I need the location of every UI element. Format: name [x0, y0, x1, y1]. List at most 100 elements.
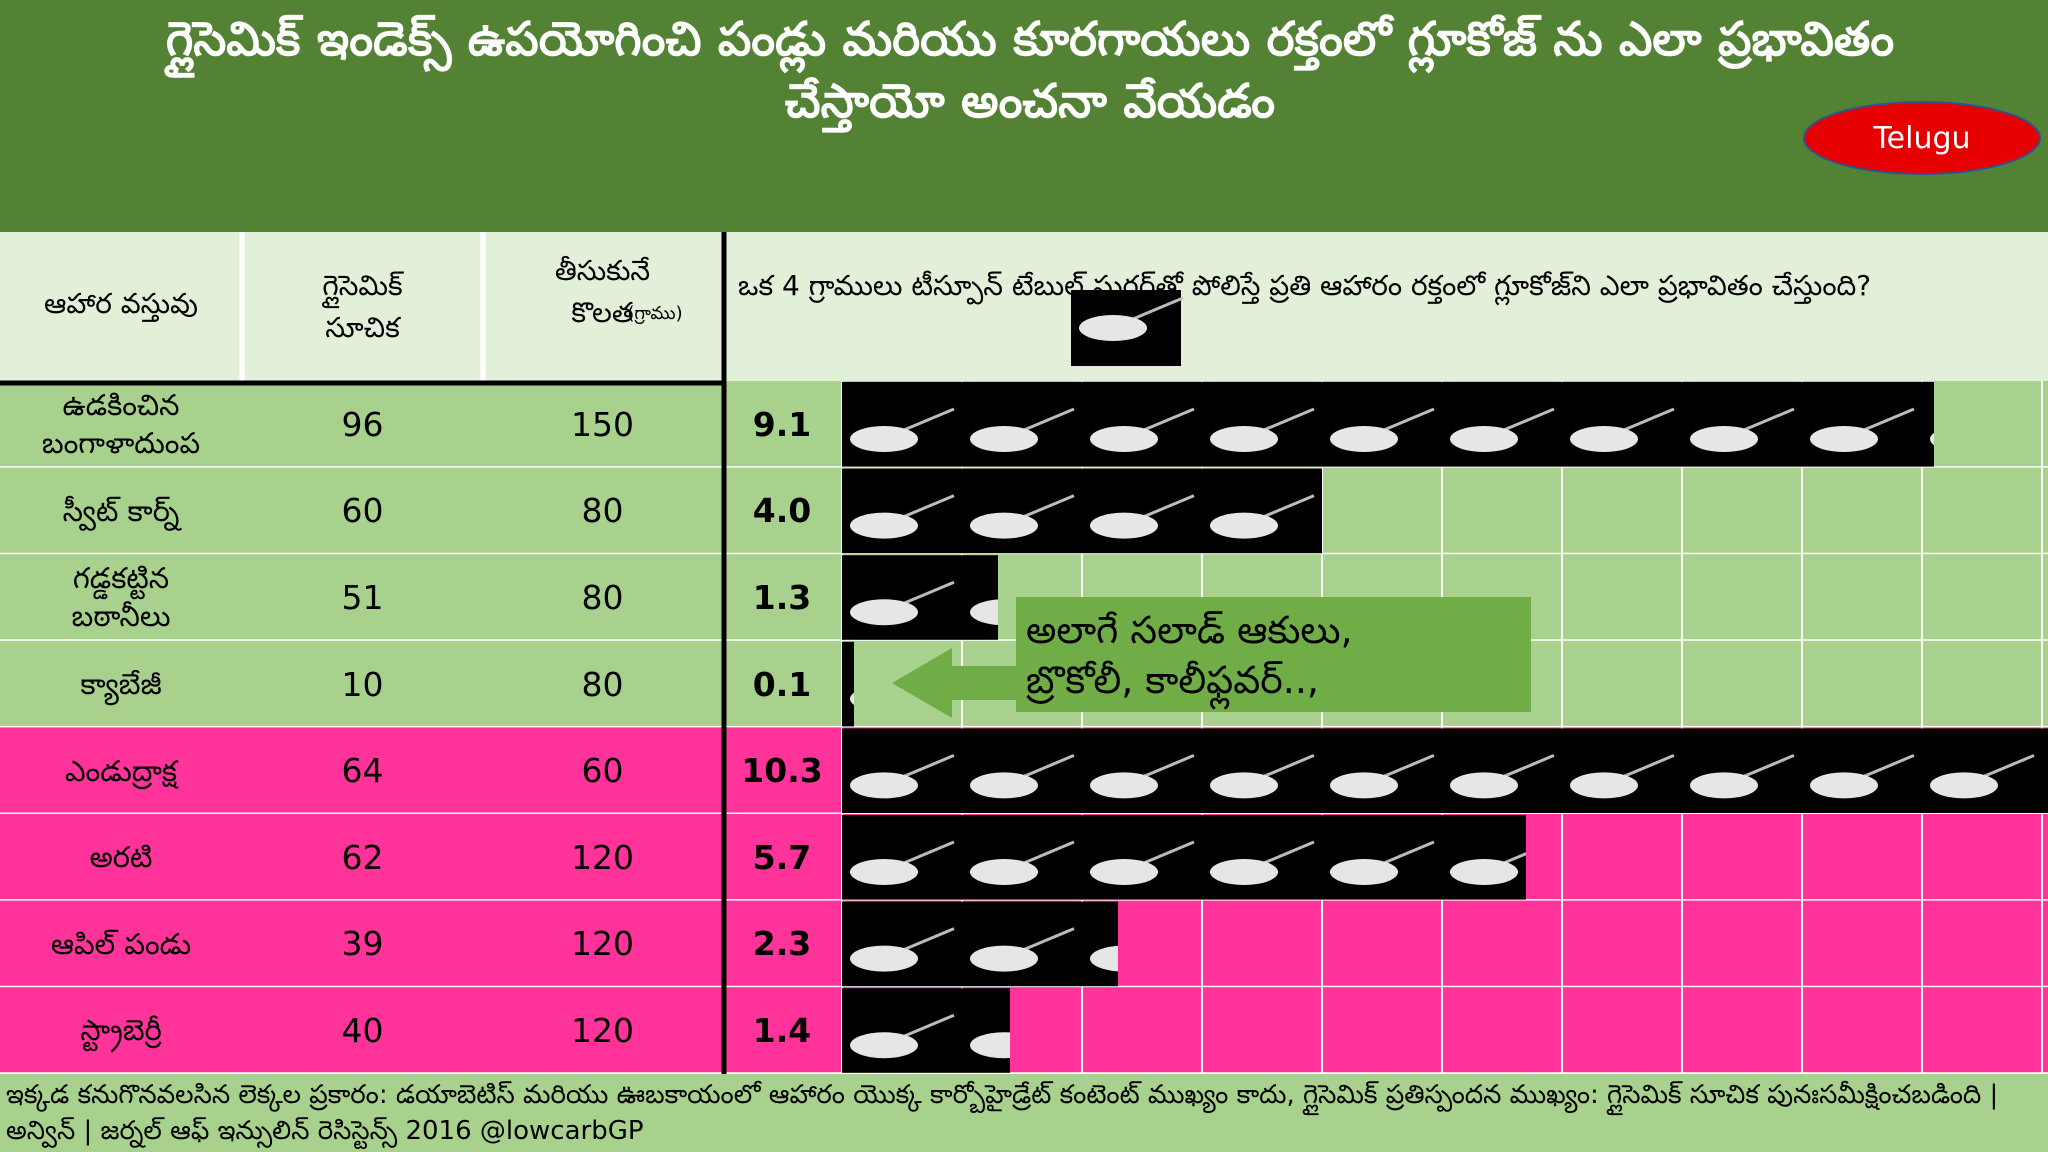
spoon-bowl	[850, 1032, 918, 1059]
glycemic-index: 39	[341, 924, 384, 964]
spoon-strip	[842, 468, 1322, 554]
spoon-bowl	[1090, 426, 1158, 452]
spoon-bowl	[850, 512, 918, 539]
glycemic-index: 60	[341, 491, 384, 531]
spoon-bar	[842, 815, 1526, 900]
spoon-bowl	[1930, 772, 1998, 799]
serving-grams: 120	[571, 924, 634, 964]
spoon-bowl	[970, 1032, 1010, 1059]
spoon-strip	[842, 641, 854, 727]
spoon-bowl	[1570, 426, 1638, 452]
spoon-bowl	[1450, 426, 1518, 452]
callout-arrow	[892, 648, 1020, 718]
glycemic-index: 51	[341, 577, 384, 617]
spoon-bowl	[1210, 512, 1278, 539]
spoon-equivalent: 2.3	[752, 924, 812, 964]
spoon-bowl	[1330, 772, 1398, 799]
spoon-bowl	[850, 772, 918, 799]
spoon-bowl	[1090, 859, 1158, 885]
spoon-bowl	[1090, 772, 1158, 799]
glycemic-index: 40	[341, 1010, 384, 1050]
spoon-strip	[842, 555, 998, 640]
serving-grams: 120	[571, 1010, 634, 1050]
spoon-bar	[842, 468, 1322, 554]
spoon-bowl	[850, 945, 918, 972]
callout-box	[1016, 597, 1531, 712]
footer	[0, 1074, 2048, 1152]
spoon-bar	[842, 728, 2048, 813]
spoon-equivalent: 9.1	[752, 404, 812, 444]
food-name: ఎండుద్రాక్ష	[64, 753, 178, 788]
spoon-bowl	[1090, 512, 1158, 539]
column-header: ఆహార వస్తువు	[44, 286, 198, 320]
spoon-bowl	[1570, 772, 1638, 799]
spoon-strip	[842, 815, 1526, 900]
spoon-equivalent: 1.3	[752, 577, 812, 617]
serving-grams: 120	[571, 837, 634, 877]
spoon-bowl	[850, 426, 918, 452]
spoon-strip	[842, 382, 1934, 467]
title-bar	[0, 0, 2048, 232]
language-badge	[1803, 101, 2041, 175]
spoon-bowl	[970, 859, 1038, 885]
food-name: అరటి	[89, 840, 153, 875]
spoon-bowl	[970, 945, 1038, 972]
spoon-bowl	[970, 772, 1038, 799]
spoon-bowl	[850, 859, 918, 885]
spoon-bowl	[970, 599, 998, 625]
spoon-bowl	[1210, 772, 1278, 799]
title: గ్లైసెమిక్ ఇండెక్స్ ఉపయోగించి పండ్లు మరి…	[165, 12, 1895, 129]
spoon-bowl	[1330, 859, 1398, 885]
spoon-bowl	[1210, 859, 1278, 885]
glycemic-index: 64	[341, 751, 384, 791]
spoon-strip	[842, 988, 1010, 1073]
column-header: గ్లైసెమిక్ సూచిక	[322, 268, 403, 344]
spoon-bowl	[1450, 859, 1518, 885]
row-background	[0, 987, 2048, 1074]
spoon-bowl	[850, 692, 854, 705]
footer-text: ఇక్కడ కనుగొనవలసిన లెక్కల ప్రకారం: డయాబెట…	[6, 1080, 1999, 1146]
serving-grams: 150	[571, 404, 634, 444]
spoon-strip	[842, 728, 2048, 813]
serving-grams: 80	[581, 491, 624, 531]
spoon-bowl	[1930, 432, 1934, 446]
glycemic-index: 62	[341, 837, 384, 877]
column-header: ఒక 4 గ్రాములు టీస్పూన్ టేబుల్ షుగర్‌తో ప…	[738, 269, 1872, 302]
header-row	[0, 232, 2048, 381]
spoon-bar	[842, 382, 1934, 467]
glycemic-index: 10	[341, 664, 384, 704]
serving-grams: 60	[581, 751, 624, 791]
food-name: క్యాబేజీ	[80, 667, 162, 702]
spoon-bowl	[1810, 426, 1878, 452]
spoon-bowl	[1690, 772, 1758, 799]
column-header: తీసుకునే కొలత	[554, 254, 651, 329]
food-name: స్వీట్ కార్న్	[62, 493, 180, 528]
spoon-bowl	[970, 426, 1038, 452]
spoon-bar	[842, 901, 1118, 987]
spoon-equivalent: 4.0	[752, 491, 812, 531]
spoon-bowl	[1690, 426, 1758, 452]
food-name: గడ్డకట్టిన బఠానీలు	[71, 561, 171, 634]
spoon-bowl	[850, 599, 918, 626]
column-unit: (గ్రాము)	[627, 302, 683, 324]
spoon-strip	[842, 901, 1118, 987]
spoon-bowl	[970, 512, 1038, 539]
serving-grams: 80	[581, 577, 624, 617]
food-name: ఆపిల్ పండు	[50, 926, 192, 961]
spoon-bar	[842, 988, 1010, 1073]
spoon-bowl	[1810, 772, 1878, 799]
spoon-bowl	[1450, 772, 1518, 799]
spoon-equivalent: 5.7	[752, 837, 812, 877]
spoon-bowl	[1330, 426, 1398, 452]
food-name: స్ట్రాబెర్రీ	[80, 1013, 162, 1048]
glycemic-index: 96	[341, 404, 384, 444]
language-label: Telugu	[1873, 120, 1971, 156]
serving-grams: 80	[581, 664, 624, 704]
spoon-bowl	[1090, 945, 1118, 972]
spoon-equivalent: 10.3	[741, 751, 823, 791]
spoon-bowl	[1079, 315, 1147, 341]
spoon-bowl	[1210, 426, 1278, 452]
food-name: ఉడకించిన బంగాళాదుంప	[41, 388, 201, 461]
